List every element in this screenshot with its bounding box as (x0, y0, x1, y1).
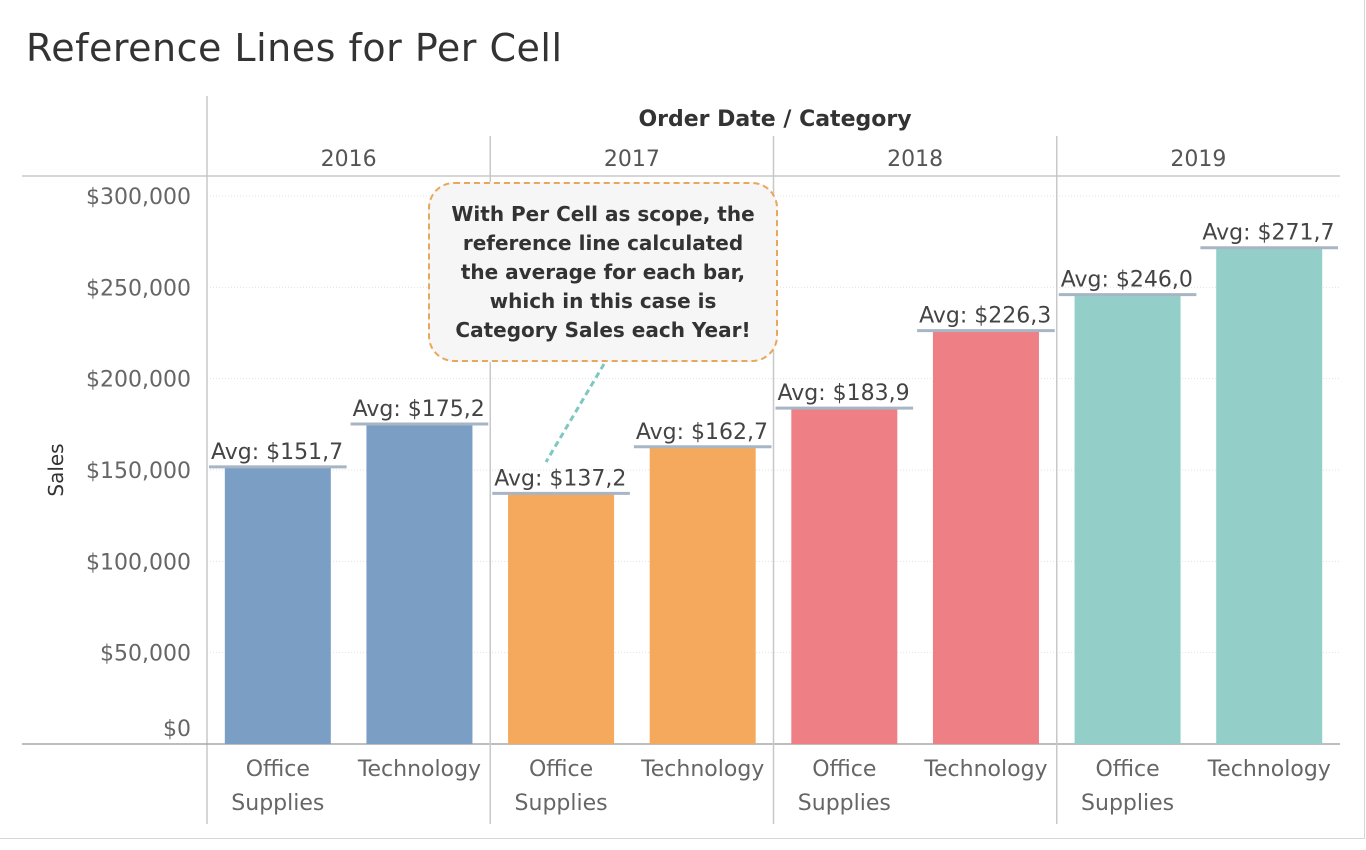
bar (932, 330, 1039, 744)
y-tick-label: $200,000 (86, 368, 191, 393)
callout-connector (544, 363, 606, 463)
chart-title: Reference Lines for Per Cell (26, 26, 563, 70)
y-axis-label: Sales (44, 443, 68, 496)
year-header: 2017 (604, 147, 660, 172)
reference-label: Avg: $175,2 (353, 397, 485, 422)
reference-label: Avg: $246,0 (1061, 268, 1193, 293)
bar (1074, 294, 1181, 744)
category-label: Technology (923, 757, 1047, 782)
category-label: Office (246, 757, 310, 782)
category-label: Supplies (231, 791, 324, 816)
category-label: Office (529, 757, 593, 782)
reference-label: Avg: $151,7 (211, 440, 343, 465)
y-tick-label: $100,000 (86, 550, 191, 575)
y-tick-label: $0 (163, 717, 191, 742)
reference-label: Avg: $226,3 (919, 304, 1051, 329)
y-tick-label: $50,000 (100, 642, 191, 667)
annotation-callout: With Per Cell as scope, the reference li… (428, 182, 778, 362)
y-tick-label: $250,000 (86, 276, 191, 301)
reference-label: Avg: $271,7 (1202, 221, 1334, 246)
category-label: Technology (357, 757, 481, 782)
bar (649, 446, 756, 744)
y-tick-label: $150,000 (86, 459, 191, 484)
bar (508, 493, 615, 744)
category-label: Office (812, 757, 876, 782)
annotation-text: With Per Cell as scope, the reference li… (451, 201, 755, 342)
bar (791, 408, 898, 744)
category-label: Technology (640, 757, 764, 782)
reference-label: Avg: $162,7 (636, 420, 768, 445)
category-label: Technology (1207, 757, 1331, 782)
reference-label: Avg: $137,2 (494, 466, 626, 491)
y-tick-label: $300,000 (86, 185, 191, 210)
category-label: Supplies (1081, 791, 1174, 816)
category-label: Office (1095, 757, 1159, 782)
year-header: 2016 (321, 147, 377, 172)
bar (224, 466, 331, 744)
header-label: Order Date / Category (638, 107, 911, 132)
category-label: Supplies (798, 791, 891, 816)
bar (366, 423, 473, 744)
year-header: 2019 (1170, 147, 1226, 172)
category-label: Supplies (515, 791, 608, 816)
year-header: 2018 (887, 147, 943, 172)
reference-label: Avg: $183,9 (778, 381, 910, 406)
bar (1216, 247, 1323, 744)
